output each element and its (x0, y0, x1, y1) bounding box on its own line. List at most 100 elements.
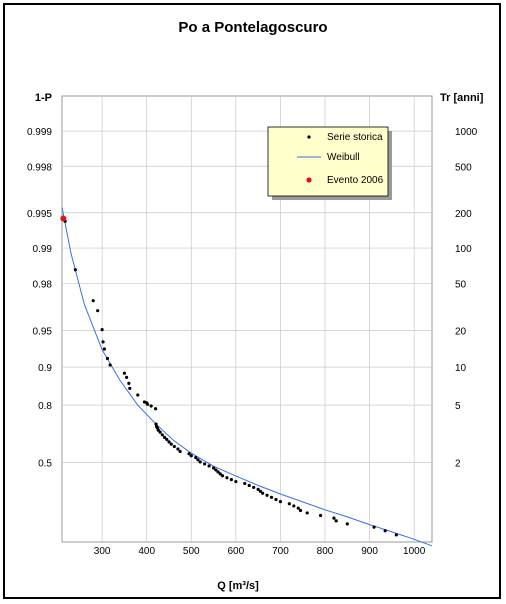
serie-storica-point (296, 506, 300, 510)
weibull-curve (61, 207, 433, 547)
serie-storica-point (383, 529, 387, 533)
legend-entry: Evento 2006 (327, 175, 384, 186)
serie-storica-point (101, 340, 105, 344)
serie-storica-point (252, 485, 256, 489)
serie-storica-point (332, 516, 336, 520)
serie-storica-point (318, 513, 323, 518)
serie-storica-point (216, 470, 220, 474)
serie-storica-point (167, 440, 171, 444)
serie-storica-point (243, 481, 247, 486)
serie-storica-point (247, 483, 251, 488)
y-tick-label-right: 10 (455, 363, 467, 374)
x-axis-label: Q [m³/s] (217, 580, 259, 592)
y-tick-label-right: 1000 (455, 127, 478, 138)
x-tick-label: 300 (94, 546, 111, 557)
serie-storica-point (149, 404, 153, 408)
y-tick-label-left: 0.999 (27, 127, 52, 138)
serie-storica-point (345, 522, 349, 526)
serie-storica-point (234, 479, 238, 484)
y-tick-label-right: 20 (455, 327, 467, 338)
legend-box (267, 126, 389, 197)
serie-storica-point (196, 458, 200, 462)
serie-storica-point (160, 433, 164, 437)
serie-storica-point (136, 393, 140, 397)
y-tick-label-right: 100 (455, 244, 472, 255)
serie-storica-point (292, 504, 296, 508)
serie-storica-point (122, 371, 127, 375)
serie-storica-point (298, 508, 303, 513)
serie-storica-point (100, 327, 104, 332)
serie-storica-point (127, 381, 131, 385)
serie-storica-point (198, 460, 202, 464)
y-tick-label-left: 0.9 (38, 363, 52, 374)
y-axis-label-left: 1-P (35, 92, 52, 104)
serie-storica-point (169, 442, 173, 446)
y-tick-label-left: 0.998 (27, 162, 52, 173)
serie-storica-point (105, 356, 110, 361)
serie-storica-point (274, 497, 278, 502)
serie-storica-point (258, 489, 262, 493)
legend-entry: Weibull (327, 152, 360, 163)
serie-storica-point (211, 466, 216, 470)
serie-storica-point (214, 468, 218, 472)
plot-area-border (61, 95, 433, 543)
serie-storica-point (287, 502, 291, 506)
serie-storica-point (125, 375, 129, 379)
y-tick-label-right: 5 (455, 401, 461, 412)
x-tick-label: 1000 (403, 546, 426, 557)
y-tick-label-left: 0.995 (27, 209, 52, 220)
legend: Serie storica Weibull Evento 2006 (267, 126, 392, 200)
serie-storica-point (194, 455, 198, 460)
chart-frame (3, 3, 501, 599)
serie-storica-point (73, 268, 77, 272)
serie-storica-point (96, 309, 100, 313)
serie-storica-point (225, 476, 229, 480)
serie-storica-point (229, 478, 233, 482)
serie-storica-point (265, 493, 269, 497)
serie-storica-point (91, 299, 95, 303)
x-tick-label: 600 (228, 546, 245, 557)
chart-title: Po a Pontelagoscuro (178, 19, 327, 36)
serie-storica-point (178, 449, 182, 454)
legend-entry: Serie storica (327, 132, 383, 143)
y-tick-label-right: 2 (455, 459, 461, 470)
serie-storica-point (269, 495, 274, 499)
y-tick-label-left: 0.98 (33, 279, 53, 290)
legend-marker-serie (307, 135, 311, 139)
serie-storica-point (218, 472, 222, 476)
evento-2006-point (60, 215, 67, 222)
serie-storica-point (203, 462, 207, 466)
series (60, 207, 433, 547)
y-tick-label-right: 200 (455, 209, 472, 220)
y-tick-label-right: 50 (455, 279, 467, 290)
serie-storica-point (305, 511, 309, 515)
serie-storica-point (108, 363, 112, 367)
x-tick-label: 800 (317, 546, 334, 557)
serie-storica-point (162, 435, 167, 440)
serie-storica-point (394, 533, 398, 537)
serie-storica-point (128, 386, 132, 390)
serie-storica-point (278, 499, 283, 504)
x-tick-label: 900 (361, 546, 378, 557)
serie-storica-point (102, 347, 106, 351)
y-axis-label-right: Tr [anni] (440, 92, 484, 104)
serie-storica-point (220, 474, 225, 478)
serie-storica-point (372, 525, 376, 529)
serie-storica-point (189, 454, 193, 458)
grid (61, 95, 433, 543)
x-tick-label: 500 (183, 546, 200, 557)
tick-labels: 300 400 500 600 700 800 900 1000 0.999 1000 0.998 5… (27, 127, 478, 557)
serie-storica-point (207, 464, 211, 468)
y-tick-label-left: 0.95 (33, 327, 53, 338)
serie-storica-point (176, 447, 180, 451)
x-tick-label: 400 (138, 546, 155, 557)
y-tick-label-left: 0.5 (38, 459, 52, 470)
legend-marker-evento (306, 177, 312, 183)
y-tick-label-left: 0.99 (33, 244, 53, 255)
serie-storica-point (172, 444, 176, 449)
serie-storica-point (158, 430, 162, 434)
serie-storica-point (154, 407, 158, 411)
serie-storica-point (165, 437, 169, 442)
serie-storica-point (187, 452, 191, 456)
